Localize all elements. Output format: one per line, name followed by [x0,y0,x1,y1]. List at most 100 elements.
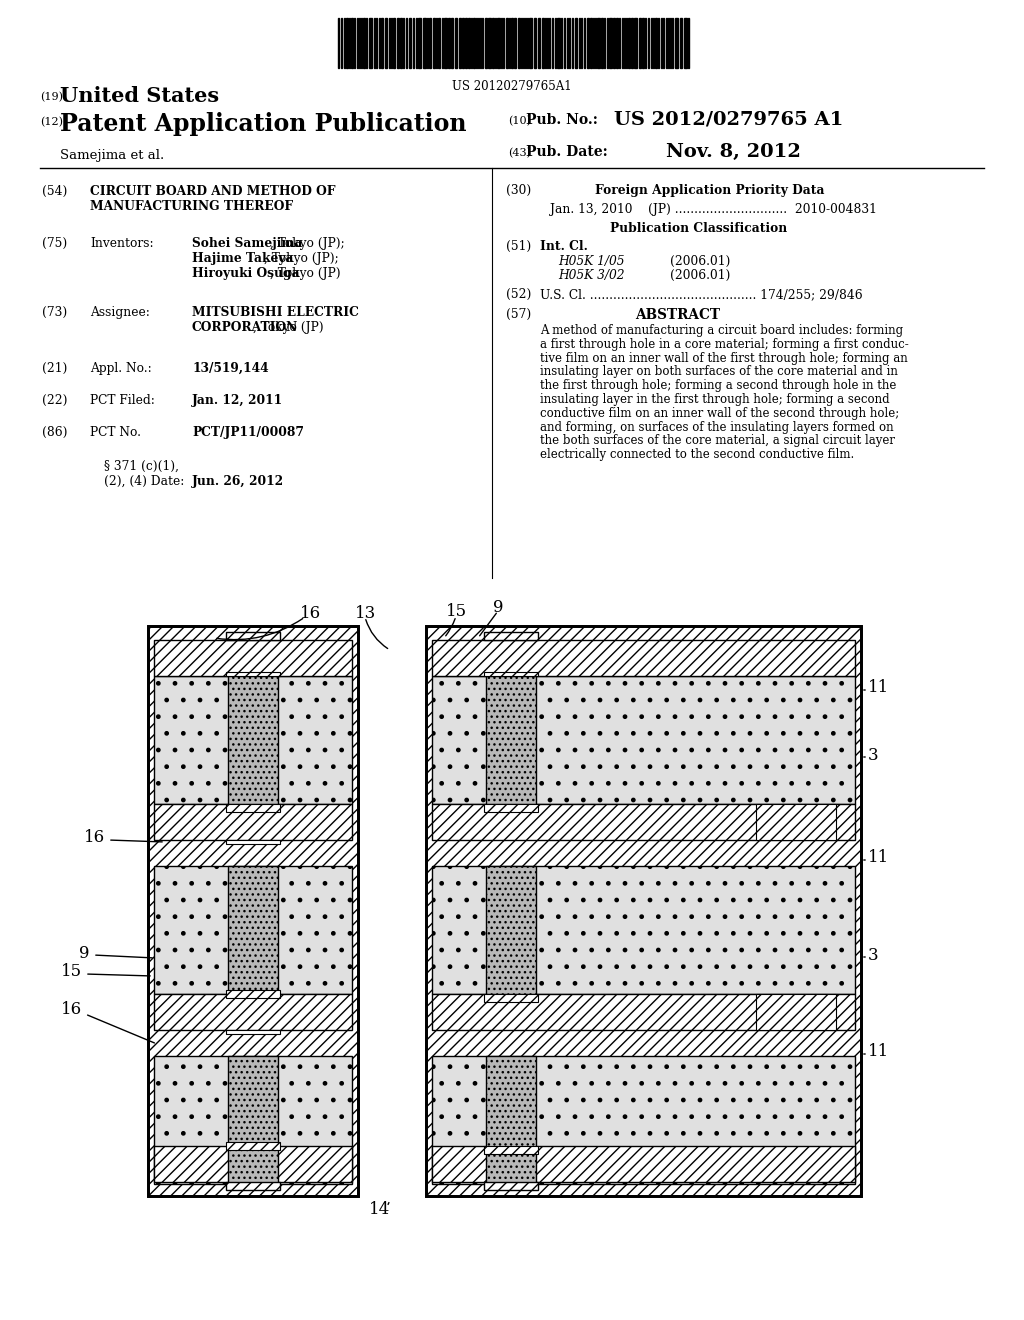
Bar [462,18,464,69]
Bar [511,18,513,69]
Text: PCT Filed:: PCT Filed: [90,393,155,407]
Text: (10): (10) [508,116,531,127]
Bar [514,18,516,69]
Bar [538,18,540,69]
Text: , Tokyo (JP): , Tokyo (JP) [253,321,324,334]
Text: 15: 15 [446,602,467,619]
Bar [393,18,395,69]
Bar [432,640,855,676]
Text: 16: 16 [60,1002,82,1019]
Bar [154,676,352,804]
Text: Hiroyuki Osuga: Hiroyuki Osuga [193,267,300,280]
Bar [418,18,421,69]
Bar [486,866,536,994]
Bar [432,994,855,1030]
Text: Patent Application Publication: Patent Application Publication [60,112,467,136]
Bar [484,804,538,812]
Bar [534,18,536,69]
Text: 15: 15 [60,964,82,981]
Bar [409,18,411,69]
Bar [369,18,372,69]
Bar [426,626,861,1196]
Text: and forming, on surfaces of the insulating layers formed on: and forming, on surfaces of the insulati… [540,421,894,433]
Text: § 371 (c)(1),: § 371 (c)(1), [104,459,179,473]
Text: Foreign Application Priority Data: Foreign Application Priority Data [595,183,824,197]
Text: Sohei Samejima: Sohei Samejima [193,238,302,249]
Text: (57): (57) [506,308,531,321]
Text: 13: 13 [355,605,376,622]
Bar [228,676,278,804]
Text: tive film on an inner wall of the first through hole; forming an: tive film on an inner wall of the first … [540,351,907,364]
Text: A method of manufacturing a circuit board includes: forming: A method of manufacturing a circuit boar… [540,323,903,337]
Text: , Tokyo (JP);: , Tokyo (JP); [264,252,339,265]
Bar [346,18,348,69]
Text: , Tokyo (JP): , Tokyo (JP) [269,267,340,280]
Bar [465,18,467,69]
Bar [557,18,560,69]
Bar [684,18,687,69]
Text: 16: 16 [300,606,322,623]
Text: Pub. No.:: Pub. No.: [526,114,598,127]
Bar [756,804,836,840]
Text: Inventors:: Inventors: [90,238,154,249]
Bar [426,626,861,1196]
Bar [449,18,450,69]
Bar [226,1142,280,1150]
Bar [423,18,426,69]
Text: 16: 16 [84,829,105,846]
Text: (12): (12) [40,117,63,127]
Text: US 20120279765A1: US 20120279765A1 [453,81,571,92]
Bar [485,18,487,69]
Bar [518,18,520,69]
Bar [226,840,280,843]
Bar [634,18,637,69]
Text: (21): (21) [42,362,68,375]
Bar [680,18,682,69]
Bar [148,626,358,1196]
Bar [433,18,435,69]
Bar [497,18,500,69]
Text: (52): (52) [506,288,531,301]
Bar [575,18,577,69]
Text: 9: 9 [80,945,90,961]
Text: (2006.01): (2006.01) [670,269,730,282]
Text: , Tokyo (JP);: , Tokyo (JP); [269,238,344,249]
Text: 11: 11 [868,1044,889,1060]
Bar [488,18,490,69]
Bar [609,18,612,69]
Bar [385,18,387,69]
Bar [484,994,538,1002]
Text: Jan. 12, 2011: Jan. 12, 2011 [193,393,283,407]
Bar [226,672,280,676]
Bar [154,994,352,1030]
Bar [400,18,402,69]
Bar [756,994,836,1030]
Bar [473,18,475,69]
Text: the both surfaces of the core material, a signal circuit layer: the both surfaces of the core material, … [540,434,895,447]
Text: Int. Cl.: Int. Cl. [540,240,588,253]
Text: 14: 14 [370,1201,390,1218]
Bar [506,18,508,69]
Bar [381,18,383,69]
Text: (2006.01): (2006.01) [670,255,730,268]
Bar [426,626,861,1196]
Text: (54): (54) [42,185,68,198]
Text: Appl. No.:: Appl. No.: [90,362,152,375]
Text: (19): (19) [40,92,63,103]
Text: 11: 11 [868,850,889,866]
Bar [362,18,365,69]
Bar [351,18,353,69]
Bar [459,18,461,69]
Text: (73): (73) [42,306,68,319]
Bar [429,18,431,69]
Bar [639,18,641,69]
Text: 3: 3 [868,747,879,763]
Text: insulating layer on both surfaces of the core material and in: insulating layer on both surfaces of the… [540,366,898,379]
Bar [148,626,358,1196]
Text: US 2012/0279765 A1: US 2012/0279765 A1 [614,110,844,128]
Bar [444,18,447,69]
Bar [432,1056,855,1184]
Bar [492,18,494,69]
Bar [228,866,278,994]
Bar [154,1146,352,1181]
